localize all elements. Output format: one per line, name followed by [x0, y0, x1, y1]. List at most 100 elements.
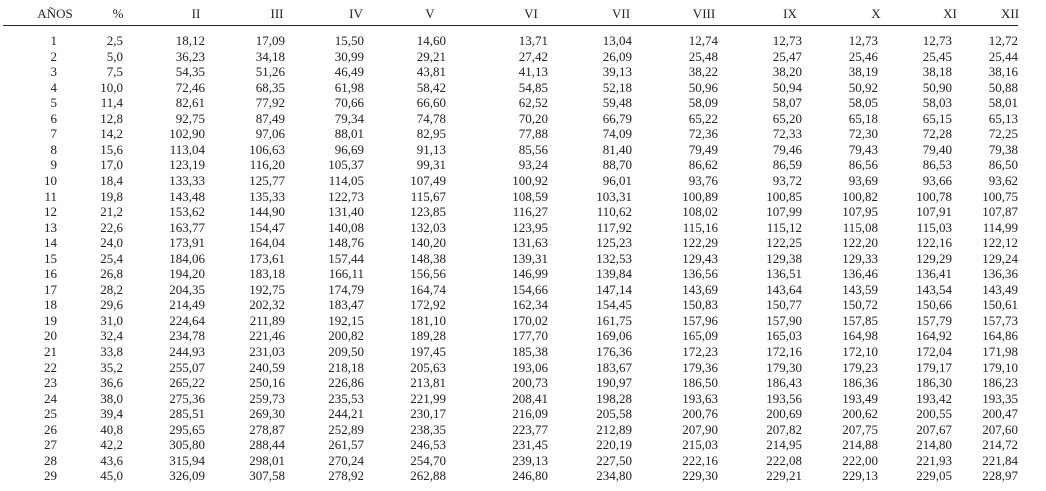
table-cell: 100,82	[842, 188, 878, 204]
table-cell: 214,88	[842, 437, 878, 453]
table-cell: 179,10	[982, 359, 1018, 375]
table-cell: 86,59	[772, 157, 802, 173]
table-cell: 116,20	[249, 157, 285, 173]
table-cell: 38,0	[100, 390, 123, 406]
table-cell: 58,03	[922, 95, 952, 111]
table-cell: 13,71	[518, 33, 548, 48]
table-cell: 177,70	[512, 328, 548, 344]
table-cell: 193,49	[842, 390, 878, 406]
table-cell: 27,42	[518, 48, 548, 64]
table-cell: 116,27	[512, 204, 548, 220]
table-cell: 200,76	[682, 406, 718, 422]
table-cell: 72,36	[688, 126, 718, 142]
table-cell: 58,42	[416, 79, 446, 95]
table-cell: 164,04	[249, 235, 285, 251]
table-cell: 239,13	[512, 452, 548, 468]
table-cell: 157,85	[842, 312, 878, 328]
table-cell: 214,49	[169, 297, 205, 313]
table-cell: 244,93	[169, 344, 205, 359]
table-cell: 70,66	[334, 95, 364, 111]
table-cell: 122,73	[328, 188, 364, 204]
table-cell: 93,76	[688, 172, 718, 188]
table-cell: 209,50	[328, 344, 364, 359]
table-cell: 148,38	[410, 250, 446, 266]
table-cell: 7,5	[106, 64, 123, 80]
table-cell: 140,08	[328, 219, 364, 235]
table-cell: 45,0	[100, 468, 123, 484]
table-cell: 122,12	[982, 235, 1018, 251]
row-year: 6	[50, 110, 58, 126]
table-cell: 107,95	[842, 204, 878, 220]
table-cell: 12,73	[848, 33, 878, 48]
row-year: 25	[44, 406, 57, 422]
row-year: 7	[50, 126, 58, 142]
row-year: 18	[44, 297, 57, 313]
table-cell: 143,64	[766, 281, 802, 297]
table-cell: 157,73	[982, 312, 1018, 328]
table-cell: 91,13	[416, 141, 446, 157]
table-cell: 22,6	[100, 219, 123, 235]
table-cell: 61,98	[334, 79, 364, 95]
table-cell: 31,0	[100, 312, 123, 328]
table-cell: 189,28	[410, 328, 446, 344]
table-cell: 184,06	[169, 250, 205, 266]
table-cell: 261,57	[328, 437, 364, 453]
table-cell: 183,47	[328, 297, 364, 313]
table-cell: 278,87	[249, 421, 285, 437]
table-cell: 154,66	[512, 281, 548, 297]
table-cell: 172,10	[842, 344, 878, 359]
table-cell: 229,21	[766, 468, 802, 484]
table-cell: 29,6	[100, 297, 123, 313]
table-cell: 238,35	[410, 421, 446, 437]
table-cell: 193,06	[512, 359, 548, 375]
table-cell: 131,40	[328, 204, 364, 220]
table-cell: 82,95	[416, 126, 446, 142]
table-cell: 113,04	[169, 141, 205, 157]
table-cell: 224,64	[169, 312, 205, 328]
table-cell: 122,16	[916, 235, 952, 251]
table-cell: 93,62	[988, 172, 1018, 188]
table-cell: 288,44	[249, 437, 285, 453]
table-cell: 38,20	[772, 64, 802, 80]
table-cell: 93,69	[848, 172, 878, 188]
table-cell: 125,77	[249, 172, 285, 188]
table-cell: 82,61	[175, 95, 205, 111]
table-cell: 129,29	[916, 250, 952, 266]
table-cell: 230,17	[410, 406, 446, 422]
table-cell: 72,30	[848, 126, 878, 142]
table-cell: 228,97	[982, 468, 1018, 484]
row-year: 14	[44, 235, 57, 251]
row-year: 26	[44, 421, 57, 437]
table-cell: 183,18	[249, 266, 285, 282]
row-year: 16	[44, 266, 57, 282]
table-cell: 24,0	[100, 235, 123, 251]
table-cell: 162,34	[512, 297, 548, 313]
table-cell: 252,89	[328, 421, 364, 437]
row-year: 2	[50, 48, 58, 64]
table-cell: 179,36	[682, 359, 718, 375]
table-cell: 72,46	[175, 79, 205, 95]
table-cell: 229,30	[682, 468, 718, 484]
table-cell: 38,22	[688, 64, 718, 80]
table-cell: 211,89	[249, 312, 285, 328]
table-cell: 88,70	[602, 157, 632, 173]
table-cell: 150,66	[916, 297, 952, 313]
table-cell: 39,4	[100, 406, 123, 422]
table-cell: 202,32	[249, 297, 285, 313]
table-cell: 132,03	[410, 219, 446, 235]
table-cell: 205,58	[596, 406, 632, 422]
table-cell: 185,38	[512, 344, 548, 359]
table-cell: 51,26	[255, 64, 285, 80]
table-cell: 100,85	[766, 188, 802, 204]
table-cell: 150,61	[982, 297, 1018, 313]
table-cell: 192,75	[249, 281, 285, 297]
table-cell: 50,94	[772, 79, 802, 95]
table-cell: 172,92	[410, 297, 446, 313]
table-cell: 221,99	[410, 390, 446, 406]
table-cell: 171,98	[982, 344, 1018, 359]
table-cell: 214,72	[982, 437, 1018, 453]
table-cell: 93,66	[922, 172, 952, 188]
table-cell: 200,62	[842, 406, 878, 422]
table-cell: 186,36	[842, 375, 878, 391]
table-cell: 164,98	[842, 328, 878, 344]
